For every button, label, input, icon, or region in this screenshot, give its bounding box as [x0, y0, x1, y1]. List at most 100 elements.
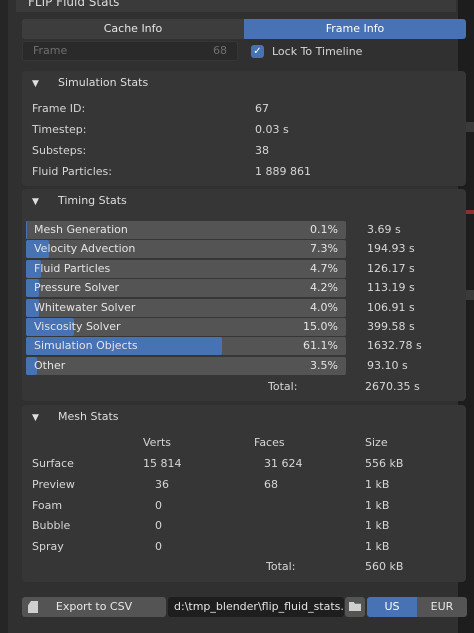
panel-header[interactable]: FLIP Fluid Stats — [16, 0, 456, 12]
lock-to-timeline-label: Lock To Timeline — [272, 44, 363, 58]
mesh-stats-section: ▼ Mesh Stats Verts Faces Size Surface 15 8… — [22, 405, 466, 582]
timing-bar-fill — [26, 279, 40, 298]
timing-bar-track — [26, 221, 346, 239]
mesh-col-verts: Verts — [143, 436, 172, 449]
strip-marker — [466, 210, 474, 214]
mesh-col-faces: Faces — [254, 436, 285, 449]
csv-path-field[interactable]: d:\tmp_blender\flip_fluid_stats.csv — [168, 597, 344, 617]
mesh-cell-name: Surface — [32, 457, 74, 470]
section-title: Timing Stats — [58, 194, 127, 207]
frame-field[interactable]: Frame 68 — [22, 41, 238, 61]
timing-seconds: 113.19 s — [367, 281, 415, 295]
timing-percent: 4.2% — [310, 281, 338, 295]
collapse-triangle-icon: ▼ — [32, 79, 39, 89]
stat-row-substeps: Substeps: 38 — [32, 141, 269, 161]
strip-marker — [466, 290, 474, 300]
timing-bar-track — [26, 240, 346, 259]
mesh-row: Spray 0 1 kB — [22, 537, 466, 557]
simulation-stats-header[interactable]: ▼ Simulation Stats — [22, 71, 466, 95]
tab-frame-info[interactable]: Frame Info — [244, 19, 466, 39]
stat-row-timestep: Timestep: 0.03 s — [32, 120, 289, 140]
mesh-cell-faces: 31 624 — [264, 457, 303, 470]
mesh-cell-verts: 0 — [155, 498, 162, 512]
stat-label: Fluid Particles: — [32, 165, 112, 178]
timing-seconds: 93.10 s — [367, 358, 408, 372]
timing-percent: 3.5% — [310, 358, 338, 372]
mesh-row: Bubble 0 1 kB — [22, 516, 466, 536]
stat-value: 67 — [255, 102, 269, 115]
timing-seconds: 194.93 s — [367, 242, 415, 256]
timing-bar-track — [26, 298, 346, 317]
browse-folder-button[interactable] — [345, 597, 365, 617]
collapse-triangle-icon: ▼ — [32, 413, 39, 423]
mesh-cell-size: 556 kB — [365, 457, 404, 470]
timing-percent: 4.0% — [310, 300, 338, 314]
timing-seconds: 1632.78 s — [367, 339, 422, 353]
lock-to-timeline-toggle[interactable]: ✓ Lock To Timeline — [251, 42, 362, 60]
panel-title: FLIP Fluid Stats — [28, 0, 120, 9]
folder-icon — [349, 602, 361, 611]
mesh-cell-size: 1 kB — [365, 498, 390, 512]
mesh-cell-size: 1 kB — [365, 519, 390, 533]
frame-value: 68 — [213, 44, 227, 57]
mesh-cell-name: Preview — [32, 477, 75, 491]
timing-seconds: 399.58 s — [367, 320, 415, 333]
total-value: 2670.35 s — [365, 380, 420, 393]
simulation-stats-section: ▼ Simulation Stats Frame ID: 67 Timestep:… — [22, 71, 466, 186]
mesh-cell-faces: 68 — [264, 477, 278, 491]
timing-stats-header[interactable]: ▼ Timing Stats — [22, 189, 466, 213]
timing-row: Other 3.5% 93.10 s — [26, 356, 408, 375]
section-title: Simulation Stats — [58, 76, 149, 89]
info-tabs: Cache Info Frame Info — [22, 19, 466, 39]
timing-seconds: 3.69 s — [367, 223, 401, 236]
timing-bar-track — [26, 259, 346, 278]
stat-value: 0.03 s — [255, 123, 289, 136]
timing-label: Other — [34, 358, 66, 372]
mesh-cell-verts: 0 — [155, 519, 162, 533]
timing-label: Pressure Solver — [34, 281, 120, 295]
unit-us-button[interactable]: US — [367, 597, 417, 617]
timing-label: Mesh Generation — [34, 223, 128, 236]
timing-label: Velocity Advection — [34, 242, 136, 256]
stat-label: Timestep: — [32, 123, 87, 136]
tab-cache-info[interactable]: Cache Info — [22, 19, 244, 39]
export-button-label: Export to CSV — [55, 600, 133, 613]
timing-bar-fill — [26, 356, 38, 375]
export-file-icon — [28, 601, 38, 613]
export-bar: Export to CSV d:\tmp_blender\flip_fluid_… — [22, 597, 467, 617]
total-label: Total: — [268, 380, 298, 393]
timing-bar-fill — [26, 298, 39, 317]
timing-bar-track — [26, 318, 346, 336]
timing-row: Mesh Generation 0.1% 3.69 s — [26, 221, 401, 239]
timing-label: Fluid Particles — [34, 261, 111, 275]
mesh-cell-size: 1 kB — [365, 540, 390, 554]
mesh-cell-size: 1 kB — [365, 477, 390, 491]
unit-eur-button[interactable]: EUR — [417, 597, 467, 617]
timing-label: Viscosity Solver — [34, 320, 121, 333]
mesh-header-row: Verts Faces Size — [22, 433, 466, 453]
total-value: 560 kB — [365, 560, 404, 573]
timing-row: Velocity Advection 7.3% 194.93 s — [26, 240, 415, 259]
mesh-stats-header[interactable]: ▼ Mesh Stats — [22, 405, 466, 429]
stat-value: 1 889 861 — [255, 165, 311, 178]
total-label: Total: — [266, 560, 296, 573]
timing-bar-fill — [26, 240, 50, 259]
frame-label: Frame — [33, 44, 68, 57]
timing-row: Viscosity Solver 15.0% 399.58 s — [26, 318, 415, 336]
timing-total: Total: 2670.35 s — [268, 377, 420, 397]
stat-row-fluid-particles: Fluid Particles: 1 889 861 — [32, 162, 311, 182]
checkmark-icon[interactable]: ✓ — [251, 44, 264, 58]
timing-bar-track — [26, 356, 346, 375]
timing-percent: 4.7% — [310, 261, 338, 275]
export-to-csv-button[interactable]: Export to CSV — [22, 597, 166, 617]
stat-value: 38 — [255, 144, 269, 157]
timing-percent: 61.1% — [303, 339, 338, 353]
stat-label: Frame ID: — [32, 102, 86, 115]
section-title: Mesh Stats — [58, 410, 119, 423]
stat-label: Substeps: — [32, 144, 87, 157]
timing-percent: 15.0% — [303, 320, 338, 333]
timing-row: Pressure Solver 4.2% 113.19 s — [26, 279, 415, 298]
mesh-total: Total: 560 kB — [266, 557, 403, 577]
timing-stats-section: ▼ Timing Stats Mesh Generation 0.1% 3.69 s V… — [22, 189, 466, 401]
timing-bar-track — [26, 279, 346, 298]
